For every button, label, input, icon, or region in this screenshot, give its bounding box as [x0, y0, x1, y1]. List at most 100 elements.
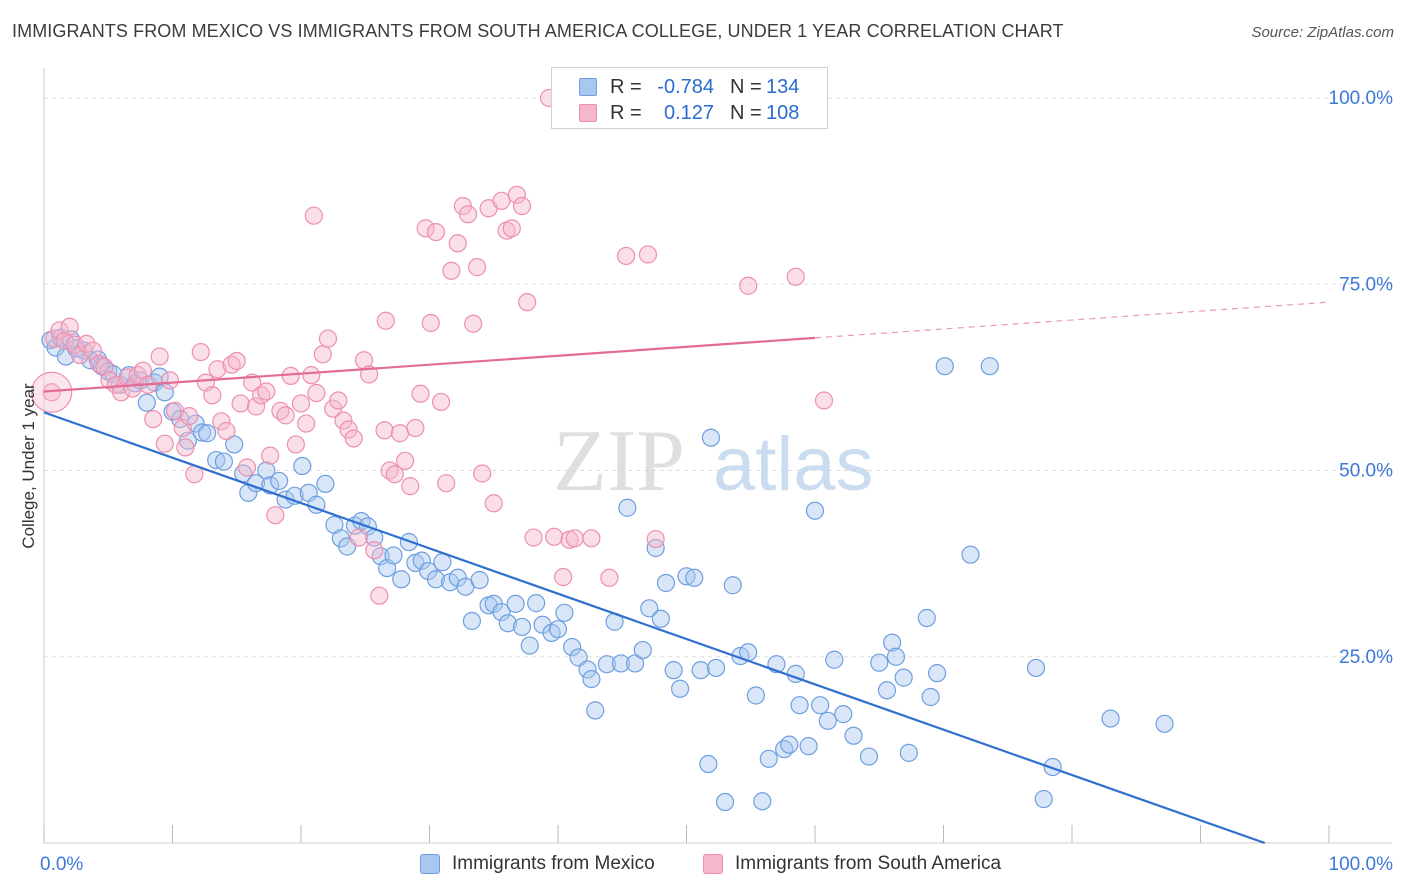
legend-row-mexico: R = -0.784 N = 134: [552, 75, 827, 101]
point-mexico: [699, 754, 718, 774]
point-south-america: [426, 223, 446, 242]
point-south-america: [307, 383, 326, 403]
legend-n-label: N =: [730, 102, 762, 124]
legend-swatch-pink: [579, 104, 597, 122]
legend-label-south-america: Immigrants from South America: [735, 853, 1002, 874]
point-mexico: [1155, 714, 1174, 733]
point-mexico: [1026, 658, 1046, 678]
point-south-america: [370, 586, 389, 605]
point-south-america: [411, 384, 430, 403]
point-south-america: [401, 477, 420, 496]
point-south-america: [646, 529, 665, 549]
point-mexico: [917, 608, 936, 628]
point-south-america: [442, 261, 461, 280]
point-mexico: [780, 735, 799, 754]
point-south-america: [246, 397, 266, 416]
point-south-america: [512, 196, 532, 216]
point-south-america: [524, 528, 543, 547]
point-south-america: [349, 528, 368, 547]
legend-r-value: 0.127: [663, 102, 714, 124]
x-tick-label: 100.0%: [1329, 854, 1394, 875]
point-south-america: [160, 371, 180, 390]
point-south-america: [344, 429, 363, 448]
point-mexico: [799, 737, 818, 756]
x-tick-label: 0.0%: [40, 854, 83, 875]
point-mexico: [664, 661, 683, 680]
point-south-america: [376, 311, 395, 330]
point-south-america: [786, 267, 805, 286]
point-south-america: [291, 394, 311, 413]
point-south-america: [582, 529, 601, 548]
point-south-america: [431, 392, 451, 412]
correlation-legend: R = -0.784 N = 134 R = 0.127 N = 108: [551, 67, 828, 129]
point-south-america: [266, 506, 285, 525]
legend-label-mexico: Immigrants from Mexico: [452, 853, 655, 874]
point-south-america: [227, 351, 246, 371]
point-mexico: [899, 743, 918, 762]
point-south-america: [257, 382, 276, 401]
point-mexico: [886, 647, 906, 666]
point-south-america: [212, 412, 231, 431]
watermark-zip: ZIP: [553, 413, 685, 510]
legend-swatch-blue: [579, 78, 597, 96]
gridlines: [44, 97, 1392, 658]
point-mexico: [548, 620, 568, 639]
point-mexico: [894, 668, 913, 687]
point-mexico: [426, 570, 446, 589]
legend-swatch-blue: [420, 854, 440, 874]
point-mexico: [790, 696, 809, 715]
legend-r-label: R =: [610, 76, 642, 98]
point-south-america-large: [31, 371, 73, 413]
point-mexico: [759, 749, 778, 768]
point-south-america: [77, 334, 96, 353]
point-mexico: [597, 655, 616, 674]
point-south-america: [144, 409, 163, 429]
point-south-america: [50, 321, 69, 340]
point-mexico: [633, 640, 652, 660]
point-south-america: [484, 494, 503, 513]
point-south-america: [208, 360, 227, 379]
point-south-america: [180, 407, 199, 426]
point-south-america: [286, 435, 305, 454]
point-mexico: [582, 669, 601, 689]
point-mexico: [192, 423, 212, 442]
point-mexico: [492, 602, 511, 622]
point-mexico: [433, 553, 452, 572]
point-south-america: [492, 191, 511, 210]
point-south-america: [739, 276, 758, 295]
y-tick-label: 25.0%: [1339, 647, 1393, 668]
point-south-america: [281, 366, 300, 385]
point-south-america: [150, 347, 169, 366]
point-south-america: [55, 331, 74, 350]
point-mexico: [1034, 789, 1053, 809]
point-mexico: [207, 450, 226, 470]
point-mexico: [270, 471, 289, 491]
point-south-america: [507, 185, 526, 204]
point-south-america: [261, 446, 280, 465]
y-tick-label: 75.0%: [1339, 274, 1393, 295]
point-mexico: [392, 570, 411, 589]
point-mexico: [618, 498, 637, 517]
watermark-atlas: atlas: [713, 422, 874, 507]
point-mexico: [859, 747, 879, 766]
trend-line-south-america: [43, 336, 816, 393]
points: [31, 88, 1174, 812]
point-mexico: [470, 570, 489, 590]
point-mexico: [811, 696, 830, 715]
point-mexico: [555, 603, 574, 622]
point-south-america: [421, 313, 440, 333]
point-mexico: [506, 594, 525, 613]
point-south-america: [416, 219, 435, 238]
legend-swatch-pink: [703, 854, 723, 874]
point-mexico: [293, 456, 312, 476]
point-south-america: [554, 567, 573, 587]
point-south-america: [473, 464, 492, 483]
point-south-america: [365, 541, 384, 560]
point-south-america: [600, 568, 619, 587]
point-mexico: [706, 658, 726, 678]
legend-n-value: 134: [766, 76, 800, 98]
point-mexico: [805, 501, 825, 520]
point-south-america: [406, 418, 425, 438]
point-mexico: [512, 617, 532, 637]
